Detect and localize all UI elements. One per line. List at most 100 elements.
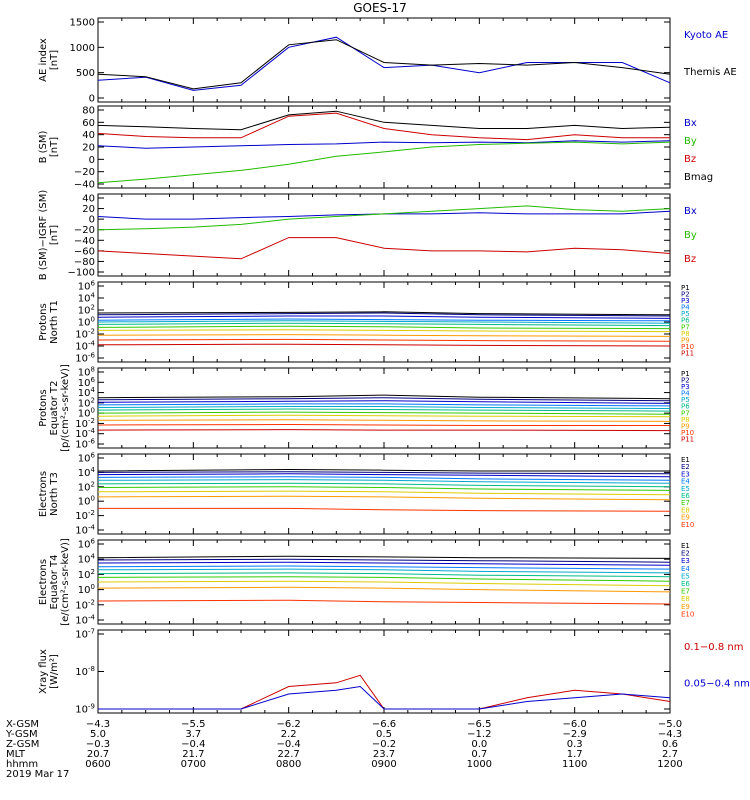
series-line-e9: [97, 495, 671, 501]
y-axis-label: Electrons: [38, 471, 49, 517]
series-line-e6: [97, 482, 671, 488]
y-tick-label: 10-4: [75, 614, 95, 627]
y-tick-label: 10-4: [75, 340, 95, 353]
y-axis-label: Equator T4: [49, 555, 60, 610]
y-tick-label: 0: [89, 215, 95, 226]
legend-entry: E10: [681, 521, 694, 529]
ephemeris-row-label: X-GSM: [6, 719, 39, 730]
legend-entry: P7: [681, 409, 690, 417]
series-line-e8: [97, 490, 671, 496]
ephemeris-value: 5.0: [90, 729, 106, 740]
ephemeris-value: 0.6: [662, 739, 678, 750]
series-line-e6: [97, 572, 671, 578]
legend-entry: P1: [681, 284, 690, 292]
y-axis-label: North T1: [49, 300, 60, 344]
y-tick-label: 100: [78, 495, 95, 508]
y-tick-label: −20: [74, 225, 95, 236]
legend-entry: P5: [681, 396, 690, 404]
y-tick-label: 102: [78, 304, 95, 317]
y-tick-label: 10-2: [75, 509, 95, 522]
ephemeris-value: 0900: [371, 759, 396, 770]
y-tick-label: 10-2: [75, 417, 95, 430]
legend-entry: P1: [681, 370, 690, 378]
series-line-p2: [97, 397, 671, 402]
y-tick-label: −100: [68, 268, 95, 279]
legend-entry: E2: [681, 463, 690, 471]
y-tick-label: 106: [78, 280, 96, 293]
legend-entry: E6: [681, 492, 690, 500]
ephemeris-value: −4.3: [86, 719, 110, 730]
y-axis-label: B (SM): [38, 130, 49, 163]
series-line-0-1-0-8-nm: [98, 674, 671, 710]
y-axis-label: [nT]: [49, 225, 60, 245]
series-line-p2: [97, 312, 671, 317]
series-line-p6: [97, 408, 671, 412]
y-tick-label: 10-6: [75, 352, 95, 365]
series-line-p8: [97, 414, 671, 418]
y-tick-label: 104: [78, 386, 96, 399]
ephemeris-value: 0700: [181, 759, 206, 770]
y-tick-label: 10-9: [75, 703, 95, 716]
legend-entry: P9: [681, 422, 690, 430]
y-tick-label: 0: [89, 155, 95, 166]
legend-entry: E10: [681, 610, 694, 618]
y-tick-label: 60: [82, 118, 95, 129]
y-tick-label: 104: [78, 553, 96, 566]
series-line-e7: [97, 576, 671, 582]
legend-entry: P11: [681, 349, 694, 357]
y-tick-label: 10-4: [75, 427, 95, 440]
ephemeris-row-label: MLT: [6, 749, 26, 760]
ephemeris-row-label: Z-GSM: [6, 739, 39, 750]
series-line-p5: [97, 320, 671, 324]
legend-entry: P5: [681, 310, 690, 318]
legend-entry: E9: [681, 514, 690, 522]
series-line-e2: [97, 558, 671, 563]
ephemeris-value: −6.0: [563, 719, 587, 730]
legend-entry: 0.05−0.4 nm: [684, 679, 750, 690]
ephemeris-table: X-GSM −4.3 −5.5 −6.2 −6.6 −6.5 −6.0 −5.0 Y-GSM 5.…: [5, 719, 683, 780]
series-line-p8: [97, 329, 671, 333]
series-line-bz: [97, 237, 671, 260]
series-line-by: [97, 141, 671, 184]
y-tick-label: 104: [78, 292, 96, 305]
legend-entry: Themis AE: [683, 67, 737, 78]
series-line-p1: [97, 311, 671, 316]
ephemeris-value: 22.7: [278, 749, 300, 760]
panel-frame: [97, 281, 671, 363]
plot-title: GOES-17: [353, 1, 407, 15]
legend-entry: E8: [681, 595, 690, 603]
y-tick-label: 108: [78, 366, 95, 379]
y-tick-label: 10-4: [75, 524, 95, 537]
ephemeris-value: 2.2: [281, 729, 297, 740]
y-tick-label: 102: [78, 480, 95, 493]
y-tick-label: −60: [74, 246, 95, 257]
legend-entry: E7: [681, 588, 690, 596]
legend-entry: P6: [681, 403, 690, 411]
series-line-e5: [97, 479, 671, 484]
legend-entry: E9: [681, 603, 690, 611]
y-axis-label: [p/(cm²-s-sr-keV)]: [60, 364, 71, 452]
y-tick-label: −80: [74, 257, 95, 268]
y-tick-label: 40: [82, 194, 95, 205]
series-line-e9: [97, 586, 671, 593]
ephemeris-value: 21.7: [182, 749, 204, 760]
series-line-p9: [97, 334, 671, 337]
series-line-e7: [97, 486, 671, 491]
legend-entry: Bx: [684, 118, 697, 129]
series-line-e2: [97, 471, 671, 475]
series-line-e1: [97, 555, 671, 559]
ephemeris-row-label: hhmm: [6, 759, 38, 770]
ephemeris-value: 23.7: [373, 749, 395, 760]
legend-entry: E4: [681, 565, 690, 573]
legend-entry: E5: [681, 572, 690, 580]
y-tick-label: 10-2: [75, 598, 95, 611]
series-line-p10: [97, 338, 671, 342]
y-tick-label: −40: [74, 180, 95, 191]
y-axis-label: Electrons: [38, 559, 49, 605]
legend-entry: E3: [681, 470, 690, 478]
legend-entry: P2: [681, 291, 690, 299]
legend-entry: Bz: [684, 154, 696, 165]
